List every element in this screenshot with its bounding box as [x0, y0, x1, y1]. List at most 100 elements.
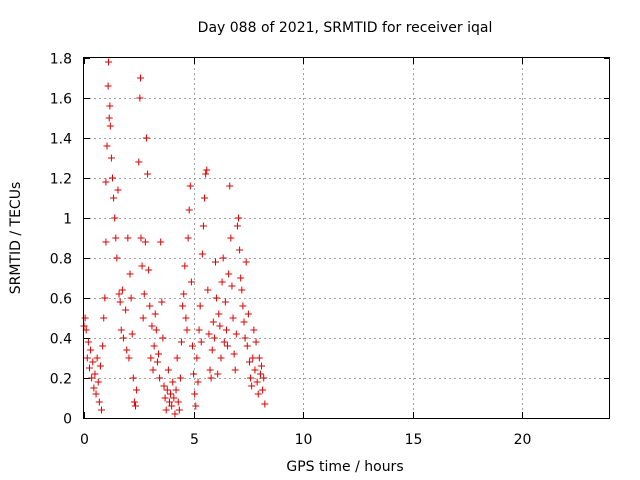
data-point — [85, 364, 93, 372]
data-point — [245, 358, 253, 366]
data-point — [219, 254, 227, 262]
data-point — [93, 354, 101, 362]
data-point — [155, 350, 163, 358]
data-point — [242, 258, 250, 266]
data-point — [162, 406, 170, 414]
data-point — [144, 170, 152, 178]
data-point — [104, 82, 112, 90]
data-point — [105, 114, 113, 122]
data-point — [238, 286, 246, 294]
data-point — [172, 386, 180, 394]
data-point — [197, 338, 205, 346]
data-point — [198, 250, 206, 258]
data-point — [258, 362, 266, 370]
data-point — [171, 410, 179, 418]
data-point — [115, 290, 123, 298]
data-point — [84, 338, 92, 346]
data-point — [216, 322, 224, 330]
data-point — [145, 266, 153, 274]
data-point — [170, 394, 178, 402]
data-point — [102, 178, 110, 186]
data-point — [255, 354, 263, 362]
data-point — [195, 326, 203, 334]
data-point — [111, 214, 119, 222]
data-point — [153, 358, 161, 366]
data-point — [181, 262, 189, 270]
data-point — [205, 330, 213, 338]
data-point — [235, 214, 243, 222]
data-point — [217, 354, 225, 362]
data-point — [254, 390, 262, 398]
data-point — [141, 238, 149, 246]
data-point — [130, 398, 138, 406]
data-point — [103, 142, 111, 150]
data-point — [117, 326, 125, 334]
data-point — [138, 262, 146, 270]
data-point — [213, 294, 221, 302]
data-point — [94, 378, 102, 386]
grid — [84, 58, 610, 418]
data-point — [259, 386, 267, 394]
y-tick-label: 0.8 — [50, 252, 72, 268]
data-point — [149, 366, 157, 374]
data-point — [229, 314, 237, 322]
data-point — [248, 382, 256, 390]
x-tick-label: 10 — [295, 432, 313, 448]
data-point — [178, 338, 186, 346]
data-point — [215, 310, 223, 318]
data-point — [87, 346, 95, 354]
data-point — [210, 334, 218, 342]
data-point — [173, 354, 181, 362]
data-point — [136, 94, 144, 102]
y-tick-label: 1.6 — [50, 92, 72, 108]
data-point — [208, 346, 216, 354]
data-point — [101, 294, 109, 302]
data-point — [214, 370, 222, 378]
data-point — [247, 374, 255, 382]
data-point — [191, 390, 199, 398]
y-axis-label: SRMTID / TECUs — [8, 182, 24, 295]
x-tick-label: 0 — [80, 432, 89, 448]
data-point — [119, 334, 127, 342]
data-point — [110, 194, 118, 202]
data-point — [129, 374, 137, 382]
data-point — [105, 58, 113, 66]
data-point — [220, 338, 228, 346]
data-point — [226, 182, 234, 190]
data-point — [90, 384, 98, 392]
data-point — [150, 342, 158, 350]
data-point — [222, 326, 230, 334]
y-tick-label: 1 — [63, 212, 72, 228]
data-point — [203, 166, 211, 174]
data-point — [260, 374, 268, 382]
data-point — [183, 326, 191, 334]
data-point — [184, 234, 192, 242]
data-point — [233, 222, 241, 230]
data-point — [156, 374, 164, 382]
tick-labels: 0 0.2 0.4 0.6 0.8 1 1.2 1.4 1.6 1.8 0 5 10 15 20 — [50, 52, 532, 449]
data-point — [250, 326, 258, 334]
data-point — [137, 74, 145, 82]
data-point — [199, 222, 207, 230]
data-point — [126, 270, 134, 278]
data-point — [244, 310, 252, 318]
data-point — [169, 378, 177, 386]
data-point — [106, 102, 114, 110]
data-point — [239, 302, 247, 310]
data-point — [194, 378, 202, 386]
data-points — [80, 58, 269, 418]
data-point — [88, 374, 96, 382]
data-point — [96, 362, 104, 370]
data-point — [204, 286, 212, 294]
data-point — [209, 318, 217, 326]
data-point — [133, 386, 141, 394]
data-point — [152, 326, 160, 334]
data-point — [221, 298, 229, 306]
data-point — [168, 402, 176, 410]
data-point — [91, 370, 99, 378]
plot-frame — [83, 57, 610, 419]
data-point — [114, 186, 122, 194]
data-point — [116, 298, 124, 306]
data-point — [142, 134, 150, 142]
data-point — [118, 286, 126, 294]
